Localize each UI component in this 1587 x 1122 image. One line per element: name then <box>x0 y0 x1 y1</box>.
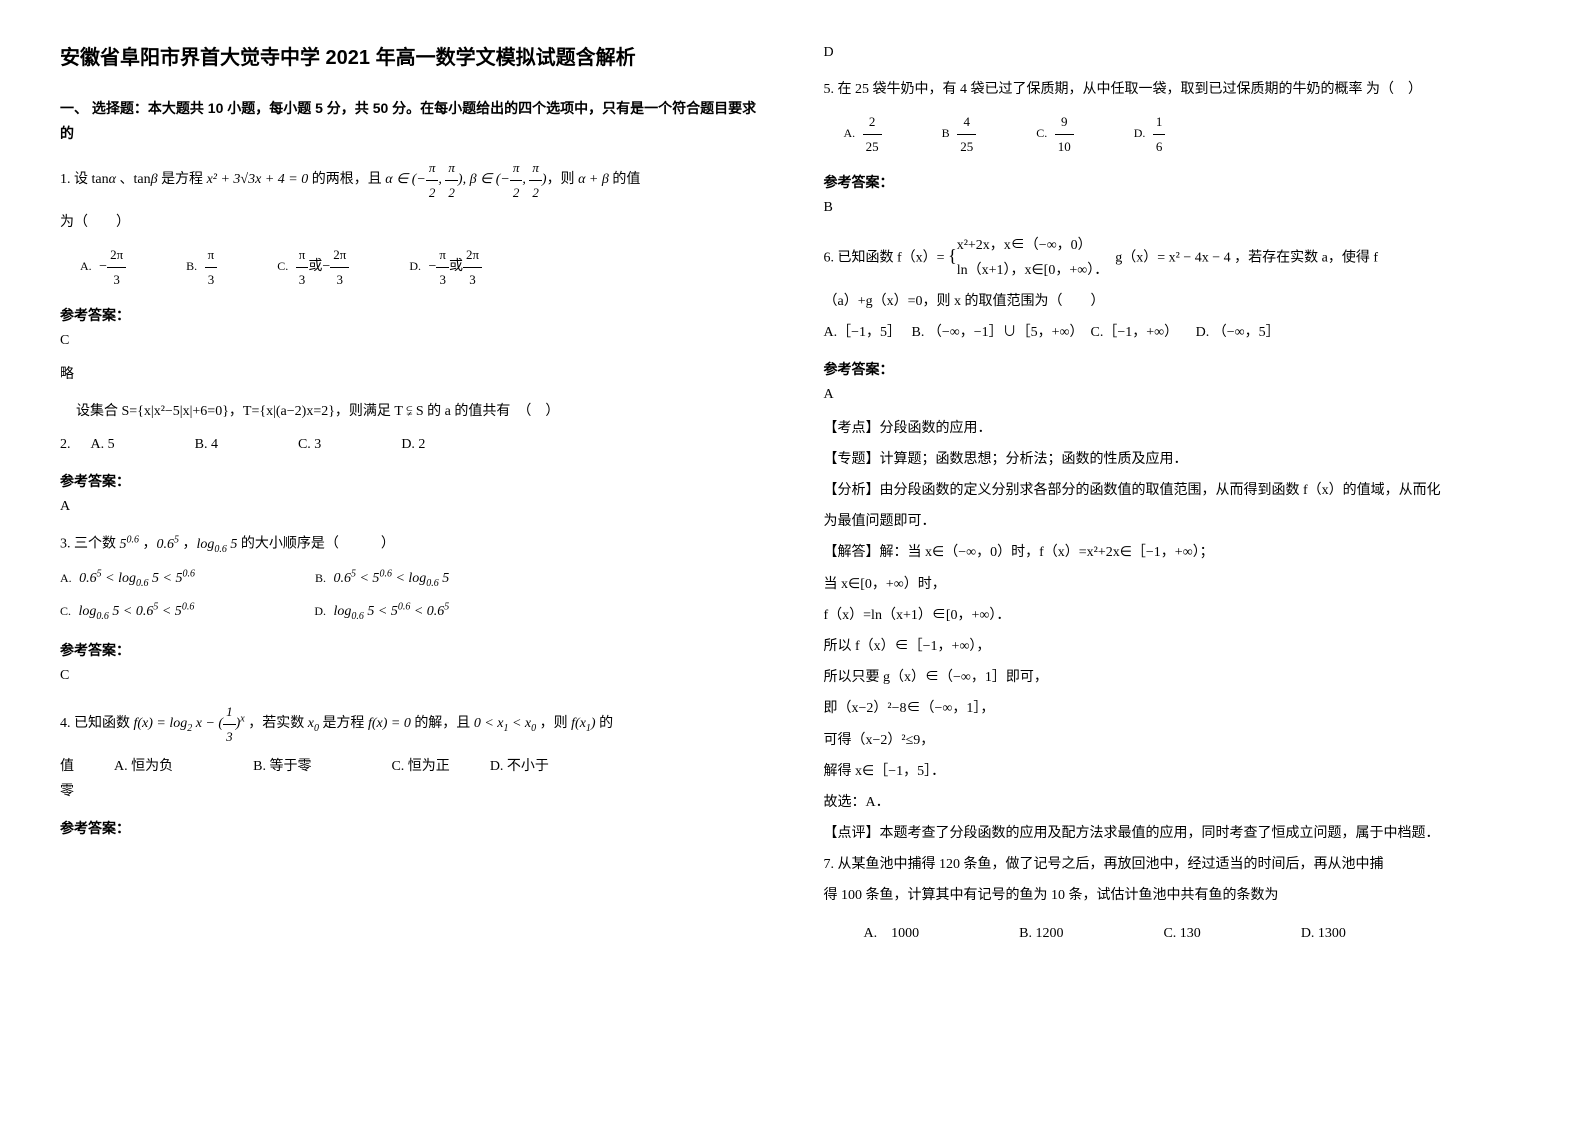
q6-opt-a: A.［−1，5］ <box>824 325 902 340</box>
q6-exp-l4: 【解答】解：当 x∈（−∞，0）时，f（x）=x²+2x∈［−1，+∞）； <box>824 540 1528 565</box>
q6-line2: （a）+g（x）=0，则 x 的取值范围为（ ） <box>824 289 1528 314</box>
q6-options: A.［−1，5］ B. （−∞，−1］∪［5，+∞） C.［−1，+∞） D. … <box>824 320 1528 345</box>
q6-exp-l2: 【专题】计算题；函数思想；分析法；函数的性质及应用． <box>824 447 1528 472</box>
q2-answer: A <box>60 494 764 519</box>
q3-opt-d: D. log0.6 5 < 50.6 < 0.65 <box>314 598 449 625</box>
q3-answer: C <box>60 663 764 688</box>
q4-answer: D <box>824 40 1528 65</box>
q1-opt-b: B. π3 <box>186 243 217 291</box>
question-7: 7. 从某鱼池中捕得 120 条鱼，做了记号之后，再放回池中，经过适当的时间后，… <box>824 852 1528 946</box>
q3-opt-a: A. 0.65 < log0.6 5 < 50.6 <box>60 565 195 592</box>
q6-exp-l8: 所以只要 g（x）∈（−∞，1］即可， <box>824 665 1528 690</box>
q6-opt-b: B. （−∞，−1］∪［5，+∞） <box>912 325 1084 340</box>
q2-opt-a: A. 5 <box>91 432 115 457</box>
right-column: D 5. 在 25 袋牛奶中，有 4 袋已过了保质期，从中任取一袋，取到已过保质… <box>824 40 1528 958</box>
q1-answer: C <box>60 328 764 353</box>
q1-opt-d: D. −π3或2π3 <box>409 243 482 291</box>
q1-note: 略 <box>60 362 764 387</box>
q1-text: 1. 设 tanα 、tanβ 是方程 x² + 3√3x + 4 = 0 的两… <box>60 172 640 187</box>
q4-line2: 值 <box>60 754 74 779</box>
q6-exp-l10: 可得（x−2）²≤9， <box>824 728 1528 753</box>
q6-opt-d: D. （−∞，5］ <box>1196 325 1280 340</box>
q7-opt-a: A. 1000 <box>864 921 920 946</box>
answer-label-6: 参考答案： <box>824 357 1528 382</box>
document-title: 安徽省阜阳市界首大觉寺中学 2021 年高一数学文模拟试题含解析 <box>60 40 764 76</box>
q3-text: 3. 三个数 50.6 ，0.65 ，log0.6 5 的大小顺序是（ ） <box>60 531 764 558</box>
q7-opt-c: C. 130 <box>1163 921 1200 946</box>
q5-opt-a: A. 225 <box>844 110 882 158</box>
q5-options: A. 225 B 425 C. 910 D. 16 <box>844 110 1528 158</box>
q6-text: 6. 已知函数 f（x）= {x²+2x，x∈（−∞，0）ln（x+1），x∈[… <box>824 233 1528 283</box>
question-4: 4. 已知函数 f(x) = log2 x − (13)x ，若实数 x0 是方… <box>60 700 764 804</box>
q2-text: 设集合 S={x|x²−5|x|+6=0}，T={x|(a−2)x=2}，则满足… <box>76 399 764 424</box>
section-header: 一、 选择题：本大题共 10 小题，每小题 5 分，共 50 分。在每小题给出的… <box>60 96 764 146</box>
q6-opt-c: C.［−1，+∞） <box>1091 325 1179 340</box>
answer-label-5: 参考答案： <box>824 170 1528 195</box>
q3-options-row1: A. 0.65 < log0.6 5 < 50.6 B. 0.65 < 50.6… <box>60 565 764 592</box>
q2-opt-b: B. 4 <box>195 432 218 457</box>
q1-text-g: 为（ ） <box>60 210 764 235</box>
q2-options: 2. A. 5 B. 4 C. 3 D. 2 <box>60 432 764 457</box>
q3-opt-c: C. log0.6 5 < 0.65 < 50.6 <box>60 598 194 625</box>
q5-opt-d: D. 16 <box>1134 110 1166 158</box>
answer-label-1: 参考答案： <box>60 303 764 328</box>
q4-line3: 零 <box>60 779 764 804</box>
q5-opt-b: B 425 <box>942 110 977 158</box>
q6-exp-l9: 即（x−2）²−8∈（−∞，1］， <box>824 696 1528 721</box>
q6-exp-l12: 故选：A． <box>824 790 1528 815</box>
q6-exp-l6: f（x）=ln（x+1）∈[0，+∞）． <box>824 603 1528 628</box>
q3-opt-b: B. 0.65 < 50.6 < log0.6 5 <box>315 565 449 592</box>
question-2: 设集合 S={x|x²−5|x|+6=0}，T={x|(a−2)x=2}，则满足… <box>60 399 764 457</box>
question-1: 1. 设 tanα 、tanβ 是方程 x² + 3√3x + 4 = 0 的两… <box>60 156 764 291</box>
q6-explanation: 【考点】分段函数的应用． 【专题】计算题；函数思想；分析法；函数的性质及应用． … <box>824 416 1528 847</box>
q4-opt-b: B. 等于零 <box>253 754 311 779</box>
q5-answer: B <box>824 195 1528 220</box>
q6-exp-l3b: 为最值问题即可． <box>824 509 1528 534</box>
q6-answer: A <box>824 382 1528 407</box>
q4-opt-a: A. 恒为负 <box>114 754 173 779</box>
answer-label-3: 参考答案： <box>60 638 764 663</box>
q2-opt-c: C. 3 <box>298 432 321 457</box>
q7-options: A. 1000 B. 1200 C. 130 D. 1300 <box>864 921 1528 946</box>
q7-opt-d: D. 1300 <box>1301 921 1346 946</box>
q1-options: A. −2π3 B. π3 C. π3或−2π3 D. −π3或2π3 <box>80 243 764 291</box>
q4-options: 值 A. 恒为负 B. 等于零 C. 恒为正 D. 不小于 <box>60 754 764 779</box>
q5-text: 5. 在 25 袋牛奶中，有 4 袋已过了保质期，从中任取一袋，取到已过保质期的… <box>824 77 1528 102</box>
q2-opt-d: D. 2 <box>401 432 425 457</box>
q7-opt-b: B. 1200 <box>1019 921 1063 946</box>
q1-opt-a: A. −2π3 <box>80 243 126 291</box>
left-column: 安徽省阜阳市界首大觉寺中学 2021 年高一数学文模拟试题含解析 一、 选择题：… <box>60 40 764 958</box>
q5-opt-c: C. 910 <box>1036 110 1074 158</box>
q3-options-row2: C. log0.6 5 < 0.65 < 50.6 D. log0.6 5 < … <box>60 598 764 625</box>
q6-exp-l3: 【分析】由分段函数的定义分别求各部分的函数值的取值范围，从而得到函数 f（x）的… <box>824 478 1528 503</box>
q4-text: 4. 已知函数 f(x) = log2 x − (13)x ，若实数 x0 是方… <box>60 700 764 748</box>
q2-prefix: 2. <box>60 432 71 457</box>
q6-exp-l13: 【点评】本题考查了分段函数的应用及配方法求最值的应用，同时考查了恒成立问题，属于… <box>824 821 1528 846</box>
question-5: 5. 在 25 袋牛奶中，有 4 袋已过了保质期，从中任取一袋，取到已过保质期的… <box>824 77 1528 158</box>
q4-opt-c: C. 恒为正 <box>391 754 449 779</box>
q7-text: 7. 从某鱼池中捕得 120 条鱼，做了记号之后，再放回池中，经过适当的时间后，… <box>824 852 1528 877</box>
answer-label-4: 参考答案： <box>60 816 764 841</box>
q6-exp-l5: 当 x∈[0，+∞）时， <box>824 572 1528 597</box>
q6-exp-l11: 解得 x∈［−1，5］． <box>824 759 1528 784</box>
q1-opt-c: C. π3或−2π3 <box>277 243 349 291</box>
question-3: 3. 三个数 50.6 ，0.65 ，log0.6 5 的大小顺序是（ ） A.… <box>60 531 764 625</box>
q6-exp-l7: 所以 f（x）∈［−1，+∞）， <box>824 634 1528 659</box>
answer-label-2: 参考答案： <box>60 469 764 494</box>
q7-line2: 得 100 条鱼，计算其中有记号的鱼为 10 条，试估计鱼池中共有鱼的条数为 <box>824 883 1528 908</box>
q4-opt-d: D. 不小于 <box>490 754 549 779</box>
q6-exp-l1: 【考点】分段函数的应用． <box>824 416 1528 441</box>
question-6: 6. 已知函数 f（x）= {x²+2x，x∈（−∞，0）ln（x+1），x∈[… <box>824 233 1528 346</box>
